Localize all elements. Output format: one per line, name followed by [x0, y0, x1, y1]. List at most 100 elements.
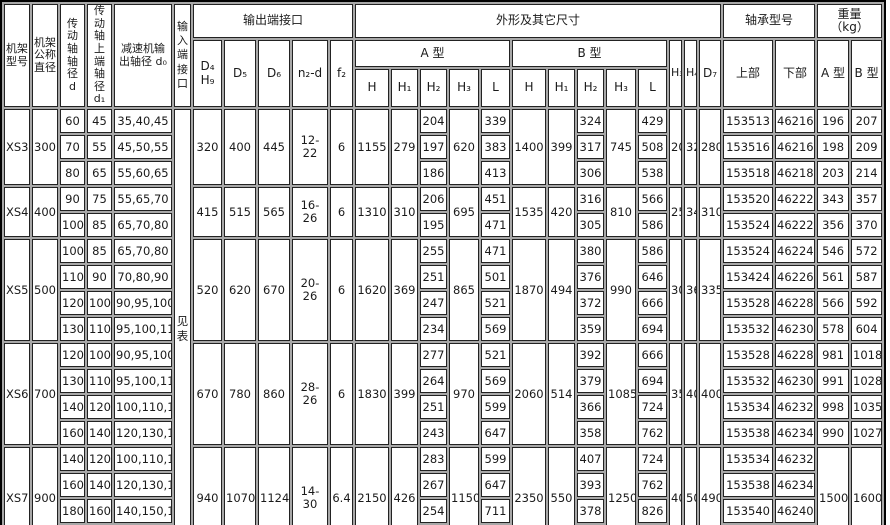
cell-h3: 25 — [669, 187, 682, 238]
cell-output-d0: 65,70,80 — [114, 213, 172, 238]
cell-a-l: 501 — [481, 265, 510, 290]
cell-model: XS3 — [4, 109, 30, 186]
cell-a-h2: 283 — [420, 447, 447, 472]
cell-bearing-lower: 46228 — [775, 291, 816, 316]
cell-bearing-upper: 153524 — [723, 239, 774, 264]
cell-bearing-lower: 46232 — [775, 447, 816, 472]
cell-a-h2: 206 — [420, 187, 447, 212]
cell-h4: 40 — [684, 343, 697, 446]
cell-weight-b: 370 — [851, 213, 883, 238]
header-b-h2: H₂ — [577, 69, 604, 108]
cell-b-h3: 1250 — [606, 447, 636, 525]
cell-h4: 50 — [684, 447, 697, 525]
cell-a-h2: 277 — [420, 343, 447, 368]
cell-output-d0: 95,100,110 — [114, 317, 172, 342]
header-shaft-diameter-d: 传动轴轴径 d — [60, 4, 85, 108]
cell-b-h2: 376 — [577, 265, 604, 290]
cell-a-l: 413 — [481, 161, 510, 186]
cell-weight-b: 207 — [851, 109, 883, 134]
cell-bearing-upper: 153532 — [723, 369, 774, 394]
cell-b-h2: 324 — [577, 109, 604, 134]
cell-upper-d1: 90 — [87, 265, 112, 290]
cell-b-h2: 366 — [577, 395, 604, 420]
cell-bearing-upper: 153528 — [723, 343, 774, 368]
cell-f2: 6 — [330, 109, 353, 186]
cell-upper-d1: 100 — [87, 291, 112, 316]
cell-a-h1: 399 — [391, 343, 418, 446]
cell-bearing-lower: 46230 — [775, 369, 816, 394]
cell-a-h1: 279 — [391, 109, 418, 186]
cell-output-d0: 95,100,110 — [114, 369, 172, 394]
cell-bearing-lower: 46226 — [775, 265, 816, 290]
header-a-h3: H₃ — [449, 69, 479, 108]
header-weight-b: B 型 — [851, 40, 883, 108]
cell-bearing-upper: 153538 — [723, 473, 774, 498]
cell-bearing-upper: 153532 — [723, 317, 774, 342]
cell-b-l: 508 — [638, 135, 667, 160]
header-group-weight: 重量 （kg） — [817, 4, 883, 38]
cell-upper-d1: 110 — [87, 317, 112, 342]
cell-a-h2: 243 — [420, 421, 447, 446]
cell-shaft-d: 70 — [60, 135, 85, 160]
cell-bearing-lower: 46218 — [775, 161, 816, 186]
cell-n2d: 20-26 — [292, 239, 328, 342]
cell-a-h3: 865 — [449, 239, 479, 342]
cell-weight-a: 196 — [817, 109, 850, 134]
cell-b-l: 694 — [638, 317, 667, 342]
cell-weight-b: 1028 — [851, 369, 883, 394]
cell-a-l: 521 — [481, 343, 510, 368]
cell-h4: 32 — [684, 109, 697, 186]
cell-a-h: 1155 — [355, 109, 389, 186]
cell-bearing-upper: 153524 — [723, 213, 774, 238]
cell-weight-a: 578 — [817, 317, 850, 342]
cell-nominal-diameter: 900 — [32, 447, 58, 525]
cell-b-h2: 378 — [577, 499, 604, 524]
header-d5: D₅ — [224, 40, 256, 108]
cell-a-h2: 234 — [420, 317, 447, 342]
cell-b-l: 724 — [638, 447, 667, 472]
cell-shaft-d: 160 — [60, 421, 85, 446]
cell-d5: 780 — [224, 343, 256, 446]
cell-f2: 6 — [330, 239, 353, 342]
header-input-port: 输入端接口 — [174, 4, 191, 108]
cell-weight-b: 572 — [851, 239, 883, 264]
cell-shaft-d: 100 — [60, 239, 85, 264]
cell-f2: 6 — [330, 187, 353, 238]
cell-n2d: 16-26 — [292, 187, 328, 238]
cell-weight-a: 198 — [817, 135, 850, 160]
cell-a-h3: 695 — [449, 187, 479, 238]
cell-nominal-diameter: 300 — [32, 109, 58, 186]
cell-upper-d1: 120 — [87, 447, 112, 472]
cell-b-h: 2350 — [512, 447, 546, 525]
header-b-l: L — [638, 69, 667, 108]
cell-a-l: 569 — [481, 317, 510, 342]
cell-b-h2: 316 — [577, 187, 604, 212]
cell-b-h2: 392 — [577, 343, 604, 368]
cell-d4: 670 — [193, 343, 222, 446]
cell-d5: 400 — [224, 109, 256, 186]
cell-nominal-diameter: 700 — [32, 343, 58, 446]
header-group-output-port: 输出端接口 — [193, 4, 353, 38]
cell-a-l: 471 — [481, 239, 510, 264]
header-nominal-diameter: 机架公称直径 — [32, 4, 58, 108]
cell-output-d0: 45,50,55 — [114, 135, 172, 160]
header-bearing-upper: 上部 — [723, 40, 774, 108]
cell-a-h: 2150 — [355, 447, 389, 525]
cell-upper-d1: 75 — [87, 187, 112, 212]
cell-b-h1: 550 — [548, 447, 575, 525]
cell-upper-d1: 65 — [87, 161, 112, 186]
cell-upper-d1: 140 — [87, 473, 112, 498]
cell-d6: 860 — [258, 343, 290, 446]
cell-weight-b: 1600 — [851, 447, 883, 525]
cell-output-d0: 100,110,120 — [114, 447, 172, 472]
cell-n2d: 28-26 — [292, 343, 328, 446]
header-d4h9: D₄ H₉ — [193, 40, 222, 108]
cell-weight-b: 587 — [851, 265, 883, 290]
cell-shaft-d: 60 — [60, 109, 85, 134]
cell-d6: 565 — [258, 187, 290, 238]
cell-output-d0: 90,95,100 — [114, 343, 172, 368]
cell-output-d0: 90,95,100 — [114, 291, 172, 316]
header-b-h: H — [512, 69, 546, 108]
header-h4: H₄ — [684, 40, 697, 108]
cell-a-h: 1620 — [355, 239, 389, 342]
